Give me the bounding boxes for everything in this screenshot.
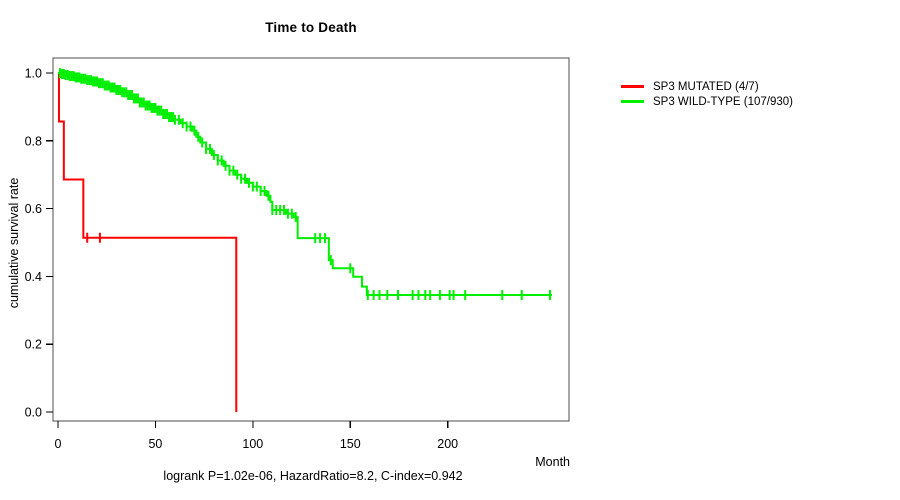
stats-annotation: logrank P=1.02e-06, HazardRatio=8.2, C-i… bbox=[163, 469, 463, 483]
x-tick-label: 0 bbox=[55, 437, 62, 451]
survival-curve-mutated bbox=[57, 72, 238, 412]
y-tick-label: 0.6 bbox=[25, 202, 42, 216]
legend-item-mutated: SP3 MUTATED (4/7) bbox=[621, 79, 793, 94]
legend-label-wildtype: SP3 WILD-TYPE (107/930) bbox=[653, 95, 793, 108]
page-title: Time to Death bbox=[265, 20, 357, 35]
survival-curve-wildtype bbox=[58, 72, 552, 297]
y-axis-label: cumulative survival rate bbox=[7, 177, 21, 309]
y-tick-label: 0.8 bbox=[25, 134, 42, 148]
y-tick-label: 0.4 bbox=[25, 270, 42, 284]
legend-line-wildtype-icon bbox=[621, 100, 644, 103]
x-tick-label: 100 bbox=[242, 437, 263, 451]
legend-line-mutated-icon bbox=[621, 85, 644, 88]
x-tick-label: 150 bbox=[340, 437, 361, 451]
plot-box bbox=[52, 57, 570, 422]
x-axis-label: Month bbox=[535, 455, 570, 469]
y-tick-label: 0.0 bbox=[25, 406, 42, 420]
legend-label-mutated: SP3 MUTATED (4/7) bbox=[653, 80, 759, 93]
legend: SP3 MUTATED (4/7) SP3 WILD-TYPE (107/930… bbox=[621, 79, 793, 109]
y-tick-label: 1.0 bbox=[25, 67, 42, 81]
y-tick-label: 0.2 bbox=[25, 338, 42, 352]
x-tick-label: 50 bbox=[148, 437, 162, 451]
x-tick-label: 200 bbox=[437, 437, 458, 451]
legend-item-wildtype: SP3 WILD-TYPE (107/930) bbox=[621, 94, 793, 109]
